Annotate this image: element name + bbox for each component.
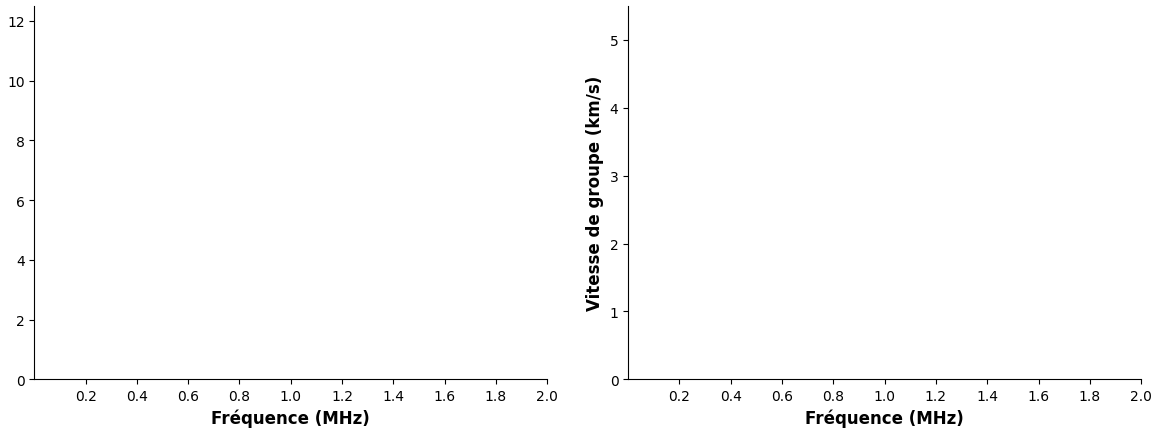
- X-axis label: Fréquence (MHz): Fréquence (MHz): [211, 409, 370, 427]
- Y-axis label: Vitesse de groupe (km/s): Vitesse de groupe (km/s): [586, 76, 604, 310]
- X-axis label: Fréquence (MHz): Fréquence (MHz): [806, 409, 964, 427]
